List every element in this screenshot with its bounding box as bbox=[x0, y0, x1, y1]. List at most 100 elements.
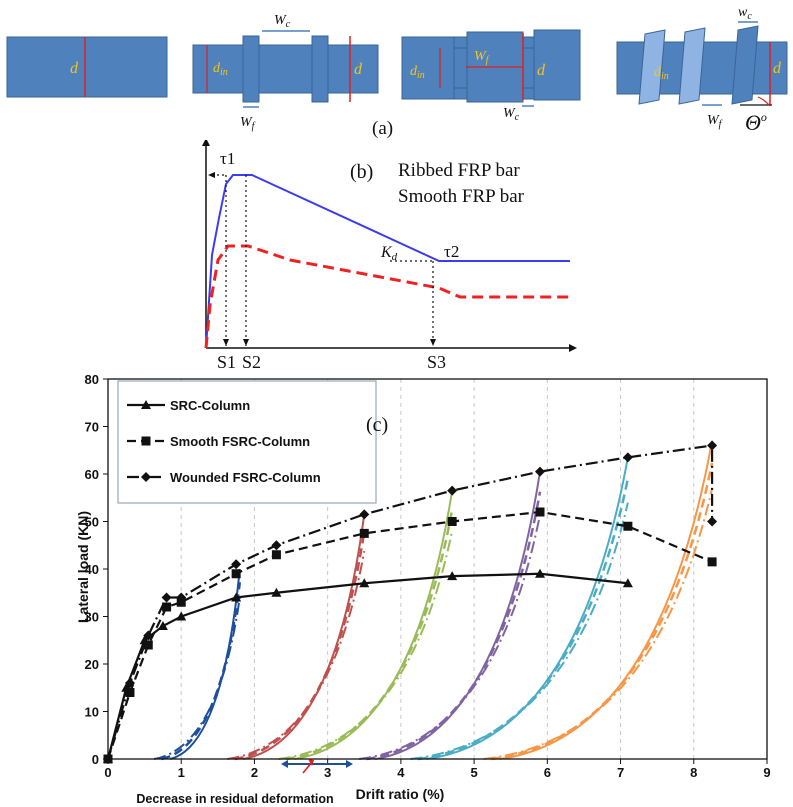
data-point-diamond bbox=[124, 678, 135, 688]
data-point-triangle bbox=[622, 578, 633, 588]
s2-label: S2 bbox=[242, 352, 261, 370]
s3-label: S3 bbox=[427, 352, 446, 370]
tau1-label: τ1 bbox=[220, 149, 235, 168]
svg-text:Wc: Wc bbox=[503, 106, 520, 123]
panel-a-caption: (a) bbox=[372, 118, 393, 139]
wf-label: W bbox=[474, 49, 487, 64]
wf-label: W bbox=[240, 115, 253, 130]
panel-b-bond-slip-model: τ1 τ2 Kd S1 S2 S3 (b) Ribbed FRP bar Smo… bbox=[202, 140, 577, 370]
series-smooth-fsrc-column bbox=[103, 507, 717, 764]
legend-label: Smooth FSRC-Column bbox=[170, 434, 310, 449]
data-point-square bbox=[125, 688, 135, 697]
x-tick-label: 4 bbox=[397, 765, 405, 780]
svg-text:Wc: Wc bbox=[274, 13, 291, 30]
wc-label: W bbox=[274, 13, 287, 28]
data-point-triangle bbox=[231, 592, 242, 602]
data-point-diamond bbox=[359, 509, 370, 520]
data-point-triangle bbox=[359, 578, 370, 588]
loop-branch bbox=[483, 488, 714, 760]
din-subscript: in bbox=[417, 70, 425, 81]
wf-subscript: f bbox=[486, 55, 490, 66]
data-point-diamond bbox=[622, 452, 633, 463]
din-label: d bbox=[213, 61, 221, 76]
series-line bbox=[106, 510, 713, 760]
loop-branch bbox=[169, 568, 241, 760]
data-point-diamond bbox=[176, 592, 187, 603]
annotation-text: Decrease in residual deformation bbox=[136, 792, 333, 806]
svg-text:Kd: Kd bbox=[380, 244, 398, 263]
plain-bar: d bbox=[6, 36, 168, 98]
y-tick-label: 60 bbox=[85, 467, 99, 482]
legend-label: SRC-Column bbox=[170, 398, 250, 413]
panel-b-axes bbox=[202, 140, 577, 352]
y-tick-label: 70 bbox=[85, 420, 99, 435]
loop-branch bbox=[153, 597, 241, 760]
data-point-diamond bbox=[707, 440, 718, 451]
y-tick-label: 50 bbox=[85, 515, 99, 530]
data-point-diamond bbox=[271, 540, 282, 551]
data-point-square bbox=[535, 507, 545, 517]
y-tick-label: 0 bbox=[92, 752, 99, 767]
d-label: d bbox=[537, 62, 546, 79]
legend-item: SRC-Column bbox=[127, 398, 250, 413]
loop-branch bbox=[499, 440, 714, 760]
data-point-diamond bbox=[447, 485, 458, 496]
din-label: d bbox=[410, 64, 418, 79]
svg-text:Θo: Θo bbox=[745, 110, 767, 135]
legend-label: Wounded FSRC-Column bbox=[170, 470, 321, 485]
legend-item: Wounded FSRC-Column bbox=[127, 470, 321, 485]
loop-branch bbox=[243, 514, 366, 760]
x-tick-label: 6 bbox=[544, 765, 551, 780]
wf-label: W bbox=[707, 113, 720, 128]
loop-branch bbox=[285, 509, 454, 761]
legend-smooth: Smooth FRP bar bbox=[398, 186, 525, 207]
unloading-loop-6 bbox=[483, 440, 714, 761]
din-subscript: in bbox=[661, 71, 669, 82]
loop-branch bbox=[410, 502, 629, 760]
data-point-triangle bbox=[176, 611, 187, 621]
chart-legend: SRC-Column Smooth FSRC-Column Wounded FSRC… bbox=[117, 380, 377, 504]
data-point-triangle bbox=[157, 621, 168, 630]
unloading-loop-4 bbox=[359, 471, 542, 761]
x-tick-label: 1 bbox=[178, 765, 185, 780]
data-point-diamond bbox=[141, 472, 151, 482]
loop-branch bbox=[278, 530, 454, 760]
wc-subscript: c bbox=[286, 19, 291, 30]
data-point-diamond bbox=[707, 516, 718, 527]
data-point-triangle bbox=[271, 587, 282, 597]
x-tick-label: 7 bbox=[617, 765, 624, 780]
loop-branch bbox=[366, 491, 542, 761]
data-point-diamond bbox=[143, 630, 154, 641]
svg-text:Wf: Wf bbox=[707, 113, 723, 130]
legend-ribbed: Ribbed FRP bar bbox=[398, 160, 520, 181]
x-tick-label: 2 bbox=[251, 765, 258, 780]
data-point-square bbox=[143, 640, 153, 650]
loop-branch bbox=[227, 550, 366, 760]
svg-text:Wf: Wf bbox=[240, 115, 256, 132]
theta-superscript: o bbox=[761, 110, 767, 124]
x-tick-label: 3 bbox=[324, 765, 331, 780]
data-point-diamond bbox=[161, 592, 172, 603]
kd-label: K bbox=[380, 244, 393, 261]
x-axis-label: Drift ratio (%) bbox=[356, 786, 445, 802]
x-tick-label: 9 bbox=[763, 765, 770, 780]
tau2-label: τ2 bbox=[444, 242, 459, 261]
loop-branch bbox=[359, 514, 541, 760]
series-line bbox=[106, 572, 628, 760]
panel-c-caption: (c) bbox=[366, 414, 388, 436]
unloading-loop-2 bbox=[227, 514, 366, 761]
din-subscript: in bbox=[220, 67, 228, 78]
series-src-column bbox=[103, 568, 633, 763]
data-point-triangle bbox=[447, 571, 458, 581]
din-label: d bbox=[654, 65, 662, 80]
svg-text:din: din bbox=[410, 64, 425, 81]
data-point-triangle bbox=[535, 568, 546, 578]
data-point-diamond bbox=[231, 559, 242, 570]
wc-subscript: c bbox=[747, 11, 752, 22]
legend-item: Smooth FSRC-Column bbox=[127, 434, 310, 449]
wc-subscript: c bbox=[515, 112, 520, 123]
unloading-loop-3 bbox=[278, 490, 454, 761]
loop-branch bbox=[490, 462, 714, 761]
panel-b-caption: (b) bbox=[350, 161, 373, 183]
series-wounded-fsrc-column bbox=[103, 440, 718, 764]
